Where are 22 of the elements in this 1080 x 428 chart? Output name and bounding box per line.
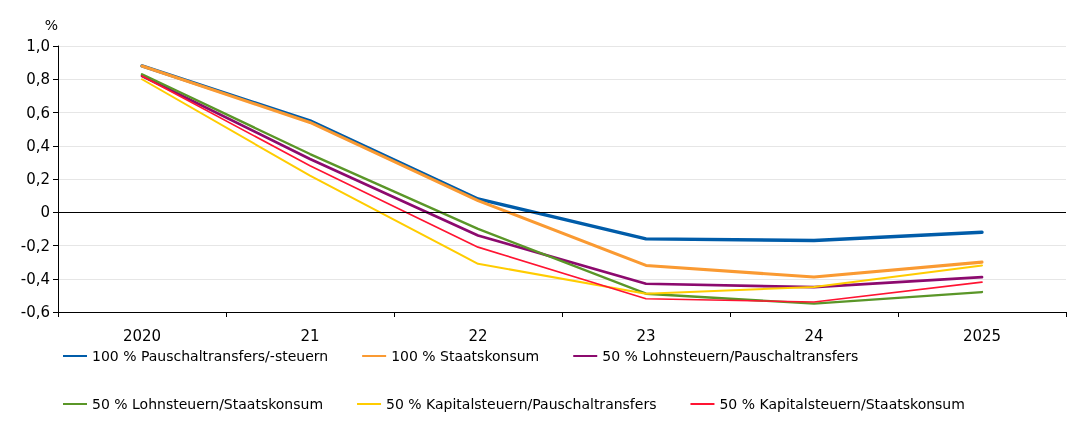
legend-label: 100 % Pauschaltransfers/-steuern	[92, 348, 329, 364]
y-tick-label: 0,8	[26, 70, 50, 89]
x-tick-label: 2025	[962, 326, 1002, 345]
legend-label: 50 % Kapitalsteuern/Pauschaltransfers	[386, 396, 657, 412]
y-axis-title: %	[44, 17, 58, 33]
x-tick-label: 23	[636, 326, 656, 345]
x-tick-label: 22	[468, 326, 488, 345]
x-tick-label: 24	[804, 326, 824, 345]
x-tick-label: 2020	[122, 326, 162, 345]
y-tick-label: -0,6	[20, 303, 50, 321]
y-tick-label: 0,2	[26, 170, 50, 188]
y-tick-label: 0,6	[26, 103, 50, 122]
y-tick-label: 0	[40, 203, 50, 222]
legend-label: 50 % Kapitalsteuern/Staatskonsum	[719, 396, 965, 412]
y-tick-label: -0,4	[20, 269, 50, 288]
legend-label: 50 % Lohnsteuern/Staatskonsum	[92, 396, 324, 412]
y-tick-label: -0,2	[20, 236, 50, 255]
y-tick-label: 0,4	[26, 136, 50, 155]
y-tick-label: 1,0	[26, 37, 50, 55]
legend-label: 50 % Lohnsteuern/Pauschaltransfers	[602, 348, 859, 364]
legend-label: 100 % Staatskonsum	[391, 348, 540, 364]
x-tick-label: 21	[300, 326, 320, 345]
